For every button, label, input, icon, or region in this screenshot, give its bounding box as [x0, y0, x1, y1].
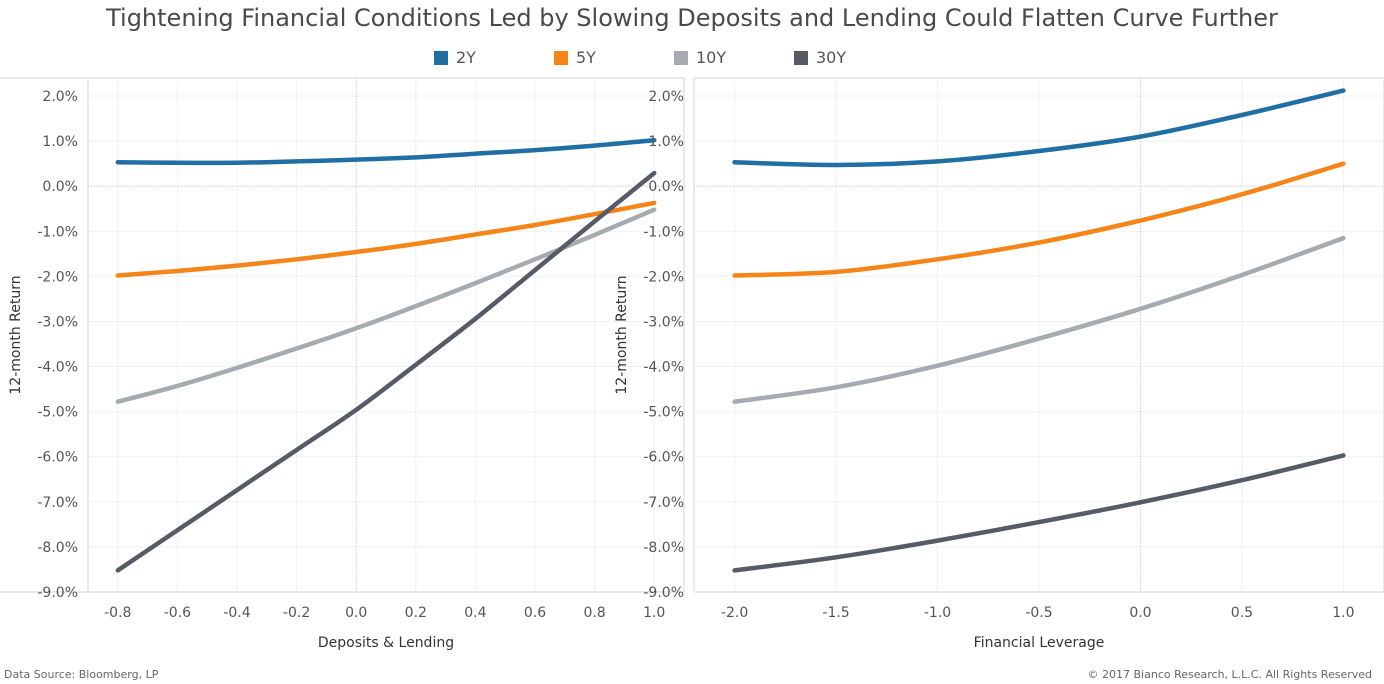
y-tick-label: 1.0%	[42, 134, 78, 150]
y-tick-label: -5.0%	[643, 405, 684, 421]
x-axis-title: Financial Leverage	[974, 635, 1105, 651]
y-tick-label: -4.0%	[37, 360, 78, 376]
legend-item-2y[interactable]: 2Y	[434, 48, 476, 67]
series-line-5y	[115, 200, 657, 278]
x-tick-label: -0.8	[104, 605, 131, 621]
series-line-2y	[115, 137, 657, 166]
y-tick-label: -8.0%	[37, 540, 78, 556]
y-axis-title: 12-month Return	[8, 275, 24, 394]
x-tick-label: 0.0	[1129, 605, 1151, 621]
legend-swatch-30y	[794, 50, 808, 65]
legend-label-5y: 5Y	[576, 48, 596, 67]
x-tick-label: 0.4	[464, 605, 486, 621]
x-tick-label: 0.0	[345, 605, 367, 621]
legend-label-30y: 30Y	[816, 48, 847, 67]
legend-item-5y[interactable]: 5Y	[554, 48, 596, 67]
y-tick-label: -3.0%	[643, 314, 684, 330]
y-tick-label: -9.0%	[37, 585, 78, 601]
y-tick-label: -2.0%	[643, 269, 684, 285]
y-tick-label: -3.0%	[37, 314, 78, 330]
x-tick-label: -2.0	[721, 605, 748, 621]
series-line-5y	[732, 161, 1346, 278]
y-tick-label: -1.0%	[37, 224, 78, 240]
series-line-2y	[732, 88, 1346, 168]
series-line-10y	[115, 207, 657, 404]
x-tick-label: 1.0	[1332, 605, 1354, 621]
chart-panel-deposits-lending: 2.0% 1.0% 0.0% -1.0% -2.0% -3.0% -4.0% -5.0% -6.…	[0, 77, 685, 651]
x-tick-label: -1.5	[822, 605, 849, 621]
series-line-10y	[732, 235, 1346, 404]
y-tick-label: -1.0%	[643, 224, 684, 240]
chart-panel-financial-leverage: 2.0% 1.0% 0.0% -1.0% -2.0% -3.0% -4.0% -5.0% -6.…	[614, 77, 1384, 651]
legend-swatch-2y	[434, 50, 448, 65]
y-tick-label: -9.0%	[643, 585, 684, 601]
series-line-30y	[732, 453, 1346, 573]
y-tick-label: -2.0%	[37, 269, 78, 285]
y-axis-title: 12-month Return	[614, 275, 630, 394]
x-tick-label: 0.5	[1231, 605, 1253, 621]
series-line-30y	[115, 170, 657, 573]
x-tick-label: -1.0	[924, 605, 951, 621]
y-tick-label: -6.0%	[37, 450, 78, 466]
data-source-note: Data Source: Bloomberg, LP	[4, 668, 159, 681]
legend-swatch-10y	[674, 50, 688, 65]
x-tick-label: 0.2	[405, 605, 427, 621]
x-tick-label: -0.2	[283, 605, 310, 621]
legend-label-2y: 2Y	[456, 48, 476, 67]
y-tick-label: 0.0%	[648, 179, 684, 195]
y-tick-label: -7.0%	[37, 495, 78, 511]
x-tick-label: 0.6	[524, 605, 546, 621]
y-tick-label: -7.0%	[643, 495, 684, 511]
legend-swatch-5y	[554, 50, 568, 65]
x-tick-label: 0.8	[583, 605, 605, 621]
x-tick-label: -0.6	[164, 605, 191, 621]
legend: 2Y 5Y 10Y 30Y	[0, 48, 1384, 72]
x-axis-title: Deposits & Lending	[318, 635, 454, 651]
x-tick-label: -0.4	[223, 605, 250, 621]
y-tick-label: 2.0%	[42, 89, 78, 105]
y-tick-label: 1.0%	[648, 134, 684, 150]
x-tick-label: -0.5	[1025, 605, 1052, 621]
y-tick-label: -6.0%	[643, 450, 684, 466]
chart-title: Tightening Financial Conditions Led by S…	[106, 4, 1278, 32]
y-tick-label: -4.0%	[643, 360, 684, 376]
legend-item-10y[interactable]: 10Y	[674, 48, 726, 67]
copyright-note: © 2017 Bianco Research, L.L.C. All Right…	[1087, 668, 1372, 681]
y-tick-label: 2.0%	[648, 89, 684, 105]
x-tick-label: 1.0	[643, 605, 665, 621]
legend-label-10y: 10Y	[696, 48, 727, 67]
y-tick-label: -8.0%	[643, 540, 684, 556]
y-tick-label: 0.0%	[42, 179, 78, 195]
y-tick-label: -5.0%	[37, 405, 78, 421]
legend-item-30y[interactable]: 30Y	[794, 48, 846, 67]
